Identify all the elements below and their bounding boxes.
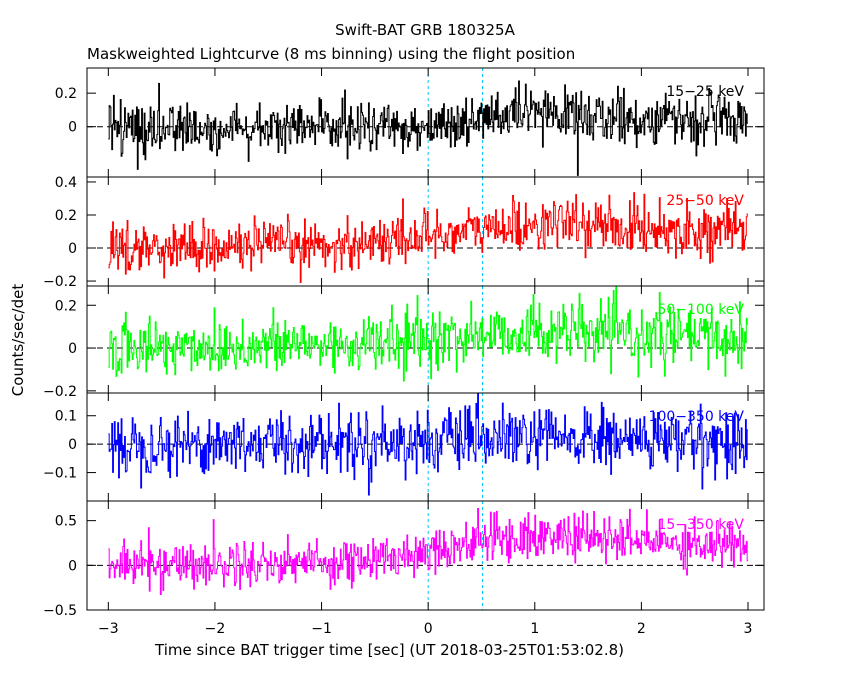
y-tick-label: 0 xyxy=(68,437,77,453)
x-tick-label: −1 xyxy=(311,621,332,637)
chart-title: Swift-BAT GRB 180325A xyxy=(335,21,515,39)
x-tick-label: 3 xyxy=(744,621,753,637)
band-label: 100−350 keV xyxy=(649,409,745,425)
y-tick-label: 0.1 xyxy=(55,409,77,425)
y-tick-label: 0.5 xyxy=(55,514,77,530)
lightcurve-series xyxy=(108,192,749,284)
lightcurve-series xyxy=(108,507,749,595)
y-tick-label: 0.2 xyxy=(55,298,77,314)
x-tick-label: 1 xyxy=(530,621,539,637)
x-tick-label: −3 xyxy=(98,621,119,637)
lightcurve-series xyxy=(108,80,749,176)
y-tick-label: 0.4 xyxy=(55,175,77,191)
band-label: 50−100 keV xyxy=(657,302,744,318)
y-tick-label: −0.2 xyxy=(43,274,77,290)
panel-frame xyxy=(86,67,765,178)
y-tick-label: 0.2 xyxy=(55,208,77,224)
band-label: 15−25 keV xyxy=(666,84,744,100)
lightcurve-series xyxy=(108,393,749,496)
lightcurve-series xyxy=(108,286,749,382)
x-tick-label: 0 xyxy=(424,621,433,637)
y-tick-label: 0 xyxy=(68,341,77,357)
y-tick-label: −0.5 xyxy=(43,603,77,619)
y-tick-label: 0 xyxy=(68,558,77,574)
chart-subtitle: Maskweighted Lightcurve (8 ms binning) u… xyxy=(87,45,575,63)
y-tick-label: −0.1 xyxy=(43,466,77,482)
x-axis-label: Time since BAT trigger time [sec] (UT 20… xyxy=(154,641,624,659)
y-tick-label: 0 xyxy=(68,241,77,257)
panel-frame xyxy=(86,500,765,611)
x-tick-label: 2 xyxy=(637,621,646,637)
y-tick-label: 0.2 xyxy=(55,86,77,102)
y-tick-label: −0.2 xyxy=(43,384,77,400)
panels-group: 0 0.2 15−25 keV −0.2 0 0.2 0.4 25−50 keV −0.2 0 0.… xyxy=(43,67,765,637)
y-tick-label: 0 xyxy=(68,120,77,136)
band-label: 25−50 keV xyxy=(666,193,744,209)
band-label: 15−350 keV xyxy=(657,517,744,533)
x-tick-label: −2 xyxy=(205,621,226,637)
y-axis-label: Counts/sec/det xyxy=(9,284,27,397)
